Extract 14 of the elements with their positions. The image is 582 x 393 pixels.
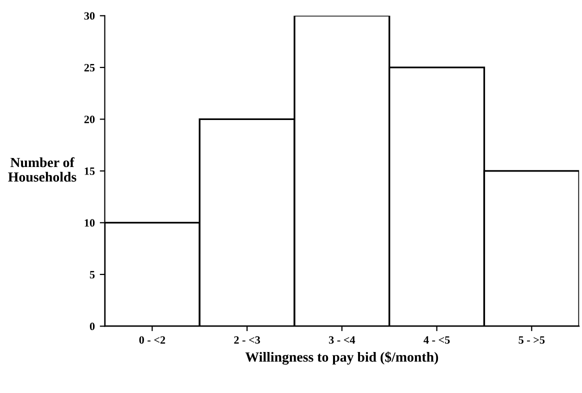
y-tick-label: 25 (84, 64, 95, 72)
y-axis-title: Number of Households (8, 157, 76, 182)
x-tick-label: 4 - <5 (424, 336, 450, 344)
y-tick-label: 10 (84, 219, 95, 227)
x-tick-label: 0 - <2 (139, 336, 166, 344)
y-tick-label: 30 (84, 12, 95, 20)
x-tick-label: 2 - <3 (234, 336, 260, 344)
x-tick-label: 3 - <4 (328, 336, 356, 344)
y-tick-label: 5 (90, 271, 95, 278)
y-tick-label: 20 (84, 116, 95, 124)
x-tick-label: 5 - >5 (518, 336, 545, 344)
y-tick-label: 15 (84, 167, 95, 175)
y-tick-label: 0 (90, 322, 95, 330)
x-axis-title: Willingness to pay bid ($/month) (245, 352, 438, 365)
